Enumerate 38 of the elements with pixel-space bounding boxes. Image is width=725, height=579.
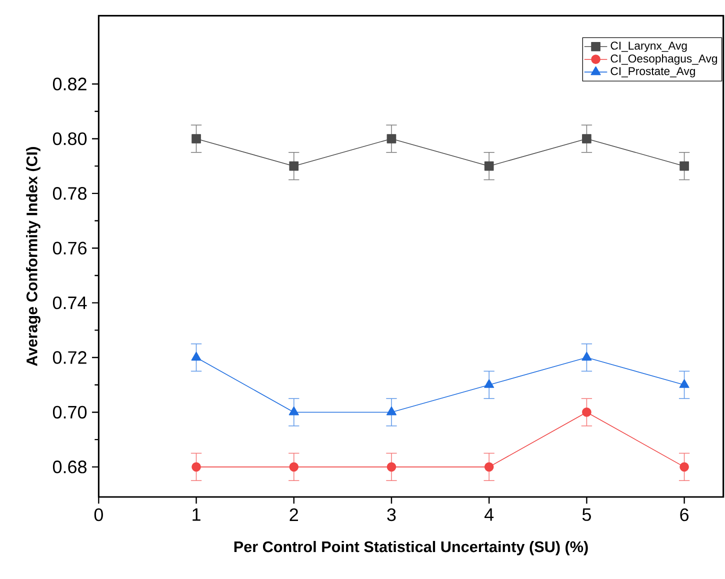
x-tick-label: 2 — [290, 508, 298, 521]
point — [386, 406, 396, 416]
y-tick-label: 0.70 — [52, 406, 87, 419]
y-tick-label: 0.74 — [52, 296, 87, 310]
legend-label: CI_Oesophagus_Avg — [610, 54, 718, 65]
y-tick-label: 0.80 — [52, 132, 87, 146]
y-axis-title: Average Conformity Index (CI) — [26, 147, 40, 366]
legend-label: CI_Larynx_Avg — [610, 42, 687, 52]
y-tick-label: 0.68 — [52, 460, 86, 474]
x-tick-label: 6 — [680, 508, 689, 522]
y-tick-label: 0.72 — [52, 351, 86, 364]
x-tick-label: 0 — [94, 508, 103, 522]
x-tick-label: 5 — [582, 508, 591, 521]
x-tick-label: 3 — [387, 508, 396, 522]
point — [289, 462, 299, 472]
point — [289, 161, 299, 171]
point — [386, 134, 396, 144]
point — [582, 408, 592, 417]
point — [680, 161, 689, 171]
x-tick-label: 1 — [192, 508, 200, 521]
point — [192, 462, 201, 472]
point — [484, 462, 494, 472]
y-tick-label: 0.78 — [52, 187, 86, 200]
point — [192, 134, 201, 144]
point — [680, 462, 689, 472]
y-tick-label: 0.82 — [52, 78, 86, 90]
legend-label: CI_Prostate_Avg — [610, 67, 695, 78]
point — [679, 379, 690, 388]
point — [288, 406, 299, 416]
point — [484, 161, 494, 171]
y-tick-label: 0.76 — [52, 242, 86, 254]
point — [191, 352, 202, 361]
x-axis-title: Per Control Point Statistical Uncertainty (SU) (%) — [234, 540, 588, 556]
point — [484, 379, 494, 388]
point — [582, 134, 592, 144]
point — [582, 352, 592, 361]
x-tick-label: 4 — [484, 508, 494, 521]
point — [386, 462, 396, 472]
